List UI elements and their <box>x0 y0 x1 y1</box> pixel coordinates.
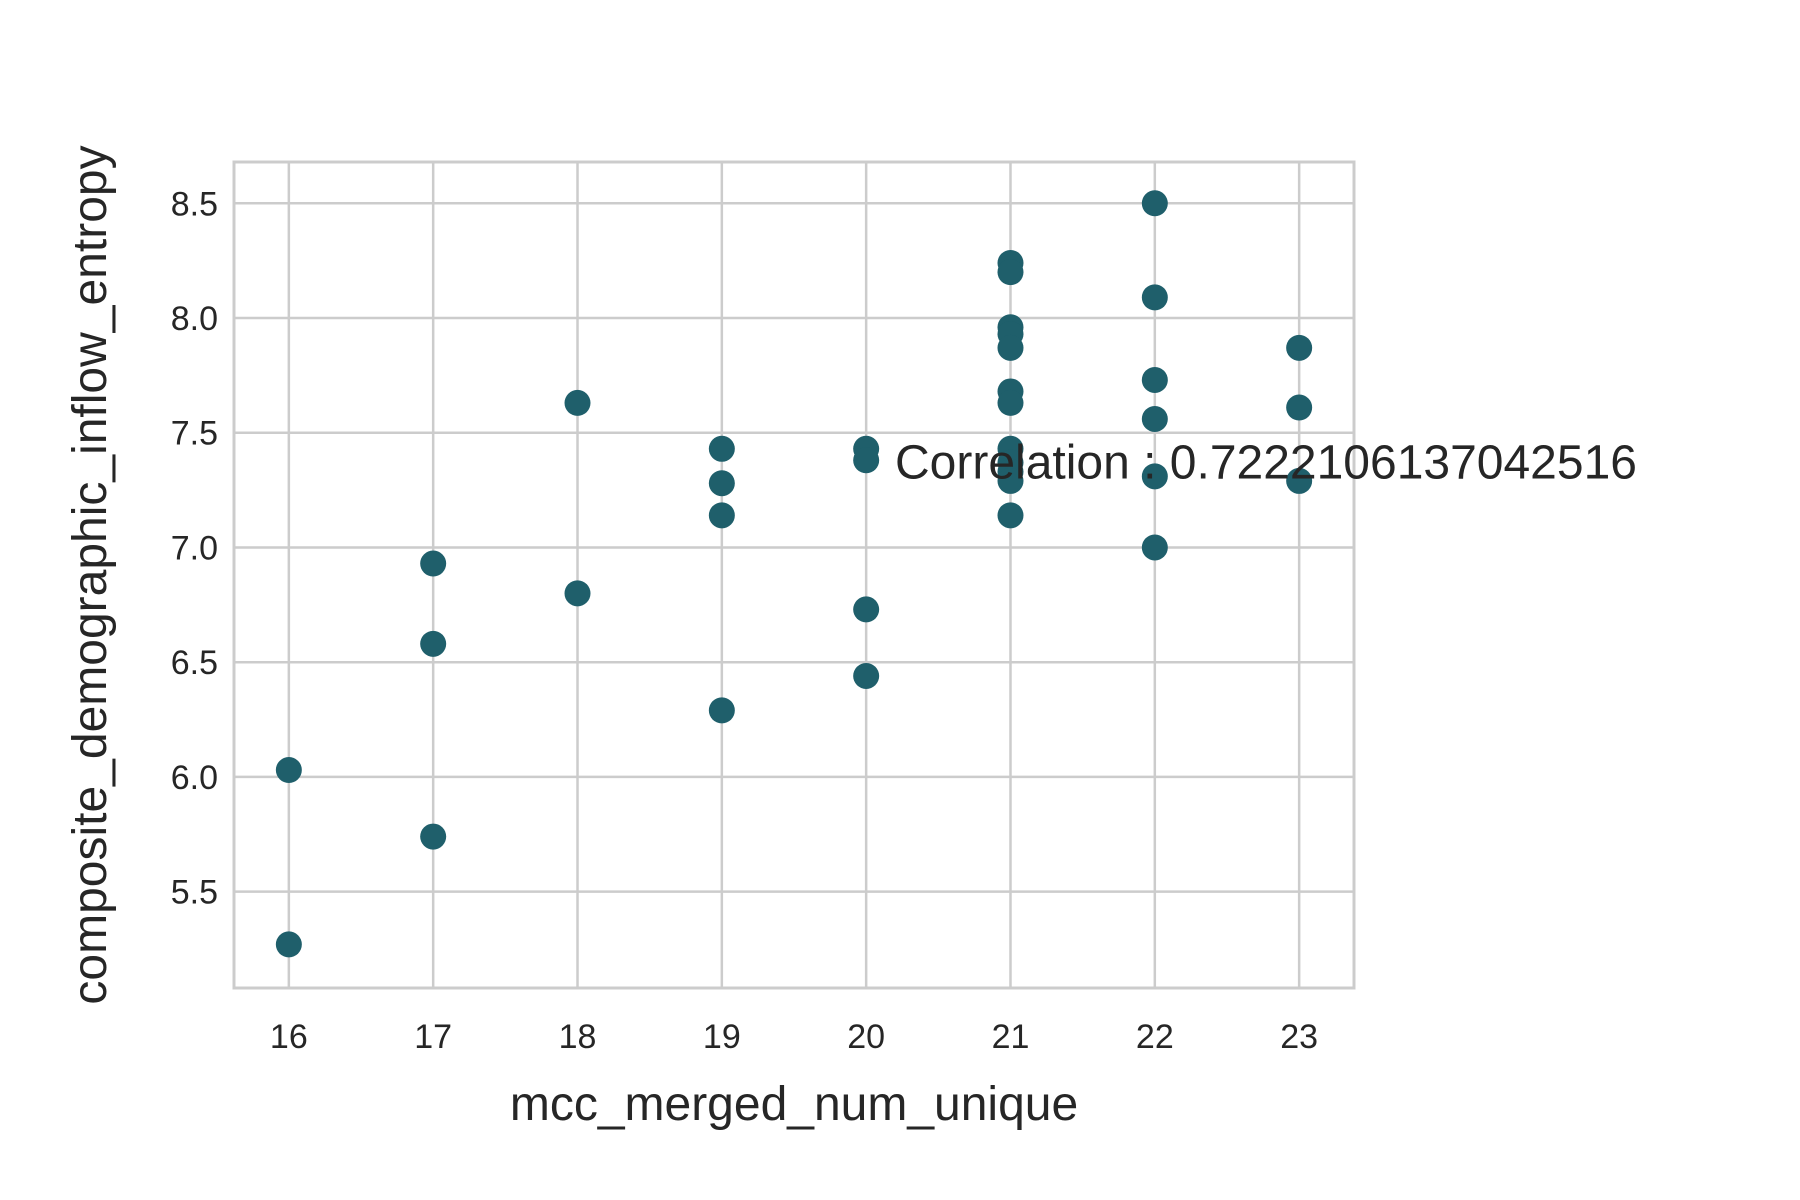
scatter-point <box>1141 190 1168 217</box>
scatter-point <box>997 467 1024 494</box>
scatter-point <box>997 259 1024 286</box>
scatter-point <box>1141 284 1168 311</box>
y-tick-label: 6.5 <box>171 644 218 682</box>
scatter-point <box>275 931 302 958</box>
scatter-point <box>853 596 880 623</box>
scatter-point <box>997 389 1024 416</box>
y-tick-labels: 5.5 6.0 6.5 7.0 7.5 8.0 8.5 <box>171 185 218 911</box>
x-tick-label: 17 <box>414 1018 452 1056</box>
scatter-point <box>564 580 591 607</box>
y-tick-label: 6.0 <box>171 759 218 797</box>
y-tick-label: 7.5 <box>171 415 218 453</box>
grid <box>234 162 1354 988</box>
scatter-point <box>853 662 880 689</box>
scatter-point <box>997 334 1024 361</box>
x-tick-label: 21 <box>992 1018 1030 1056</box>
x-tick-label: 18 <box>559 1018 597 1056</box>
scatter-point <box>1286 334 1313 361</box>
scatter-point <box>564 389 591 416</box>
scatter-point <box>708 435 735 462</box>
correlation-annotation: Correlation : 0.7222106137042516 <box>895 437 1637 490</box>
scatter-point <box>1141 366 1168 393</box>
x-tick-label: 19 <box>703 1018 741 1056</box>
scatter-point <box>708 470 735 497</box>
plot-frame <box>232 160 1356 990</box>
scatter-point <box>1286 467 1313 494</box>
scatter-point <box>997 502 1024 529</box>
x-tick-label: 23 <box>1280 1018 1318 1056</box>
y-tick-label: 7.0 <box>171 529 218 567</box>
x-tick-label: 16 <box>270 1018 308 1056</box>
x-tick-labels: 16 17 18 19 20 21 22 23 <box>270 1018 1318 1056</box>
scatter-point <box>1286 394 1313 421</box>
scatter-point <box>1141 405 1168 432</box>
x-axis-label: mcc_merged_num_unique <box>510 1078 1078 1131</box>
scatter-point <box>1141 463 1168 490</box>
y-tick-label: 5.5 <box>171 874 218 912</box>
data-points <box>275 190 1313 958</box>
scatter-point <box>420 823 447 850</box>
scatter-point <box>275 757 302 784</box>
y-tick-label: 8.0 <box>171 300 218 338</box>
scatter-point <box>708 502 735 529</box>
scatter-point <box>708 697 735 724</box>
scatter-point <box>420 550 447 577</box>
y-tick-label: 8.5 <box>171 185 218 223</box>
y-axis-label: composite_demographic_inflow_entropy <box>64 145 117 1004</box>
scatter-point <box>1141 534 1168 561</box>
x-tick-label: 20 <box>847 1018 885 1056</box>
scatter-point <box>853 447 880 474</box>
x-tick-label: 22 <box>1136 1018 1174 1056</box>
scatter-point <box>420 630 447 657</box>
